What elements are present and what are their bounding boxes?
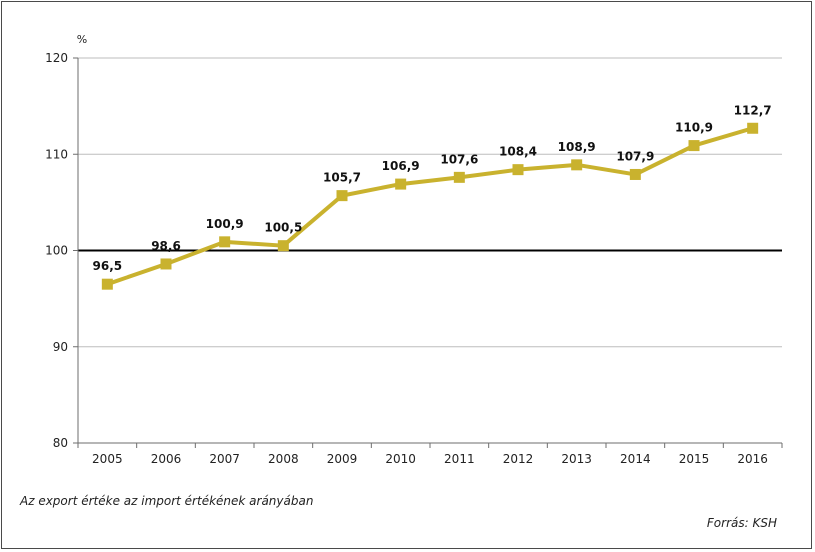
x-tick-label: 2015 [679, 452, 710, 466]
series-line [106, 126, 754, 287]
data-label: 106,9 [382, 159, 420, 173]
data-point [101, 278, 113, 290]
y-unit-label: % [77, 33, 87, 46]
y-tick-label: 80 [53, 436, 68, 450]
y-tick-label: 90 [53, 340, 68, 354]
chart-source: Forrás: KSH [706, 516, 777, 530]
x-tick-label: 2012 [503, 452, 534, 466]
x-tick-label: 2007 [209, 452, 240, 466]
data-label: 100,5 [264, 221, 302, 235]
data-point [747, 122, 759, 134]
y-tick-label: 100 [45, 244, 68, 258]
data-point [219, 236, 231, 248]
data-label: 112,7 [734, 103, 772, 117]
data-label: 100,9 [206, 217, 244, 231]
data-label: 105,7 [323, 171, 361, 185]
x-tick-label: 2014 [620, 452, 651, 466]
x-tick-label: 2016 [737, 452, 768, 466]
y-tick-label: 110 [45, 147, 68, 161]
chart-note: Az export értéke az import értékének ará… [20, 494, 314, 508]
x-tick-label: 2006 [151, 452, 182, 466]
data-point [277, 240, 289, 252]
data-point [395, 178, 407, 190]
data-point [688, 140, 700, 152]
x-tick-label: 2013 [561, 452, 592, 466]
data-label: 107,9 [616, 149, 654, 163]
data-label: 107,6 [440, 152, 478, 166]
data-label: 108,9 [558, 140, 596, 154]
data-point [453, 171, 465, 183]
x-tick-label: 2005 [92, 452, 123, 466]
data-point [336, 190, 348, 202]
x-tick-label: 2010 [385, 452, 416, 466]
data-point [160, 258, 172, 270]
data-point [512, 164, 524, 176]
data-label: 108,4 [499, 145, 537, 159]
data-label: 98,6 [151, 239, 181, 253]
data-point [571, 159, 583, 171]
data-point [629, 168, 641, 180]
y-tick-label: 120 [45, 51, 68, 65]
data-label: 96,5 [93, 259, 123, 273]
x-tick-label: 2009 [327, 452, 358, 466]
x-tick-label: 2008 [268, 452, 299, 466]
data-label: 110,9 [675, 121, 713, 135]
x-tick-label: 2011 [444, 452, 475, 466]
